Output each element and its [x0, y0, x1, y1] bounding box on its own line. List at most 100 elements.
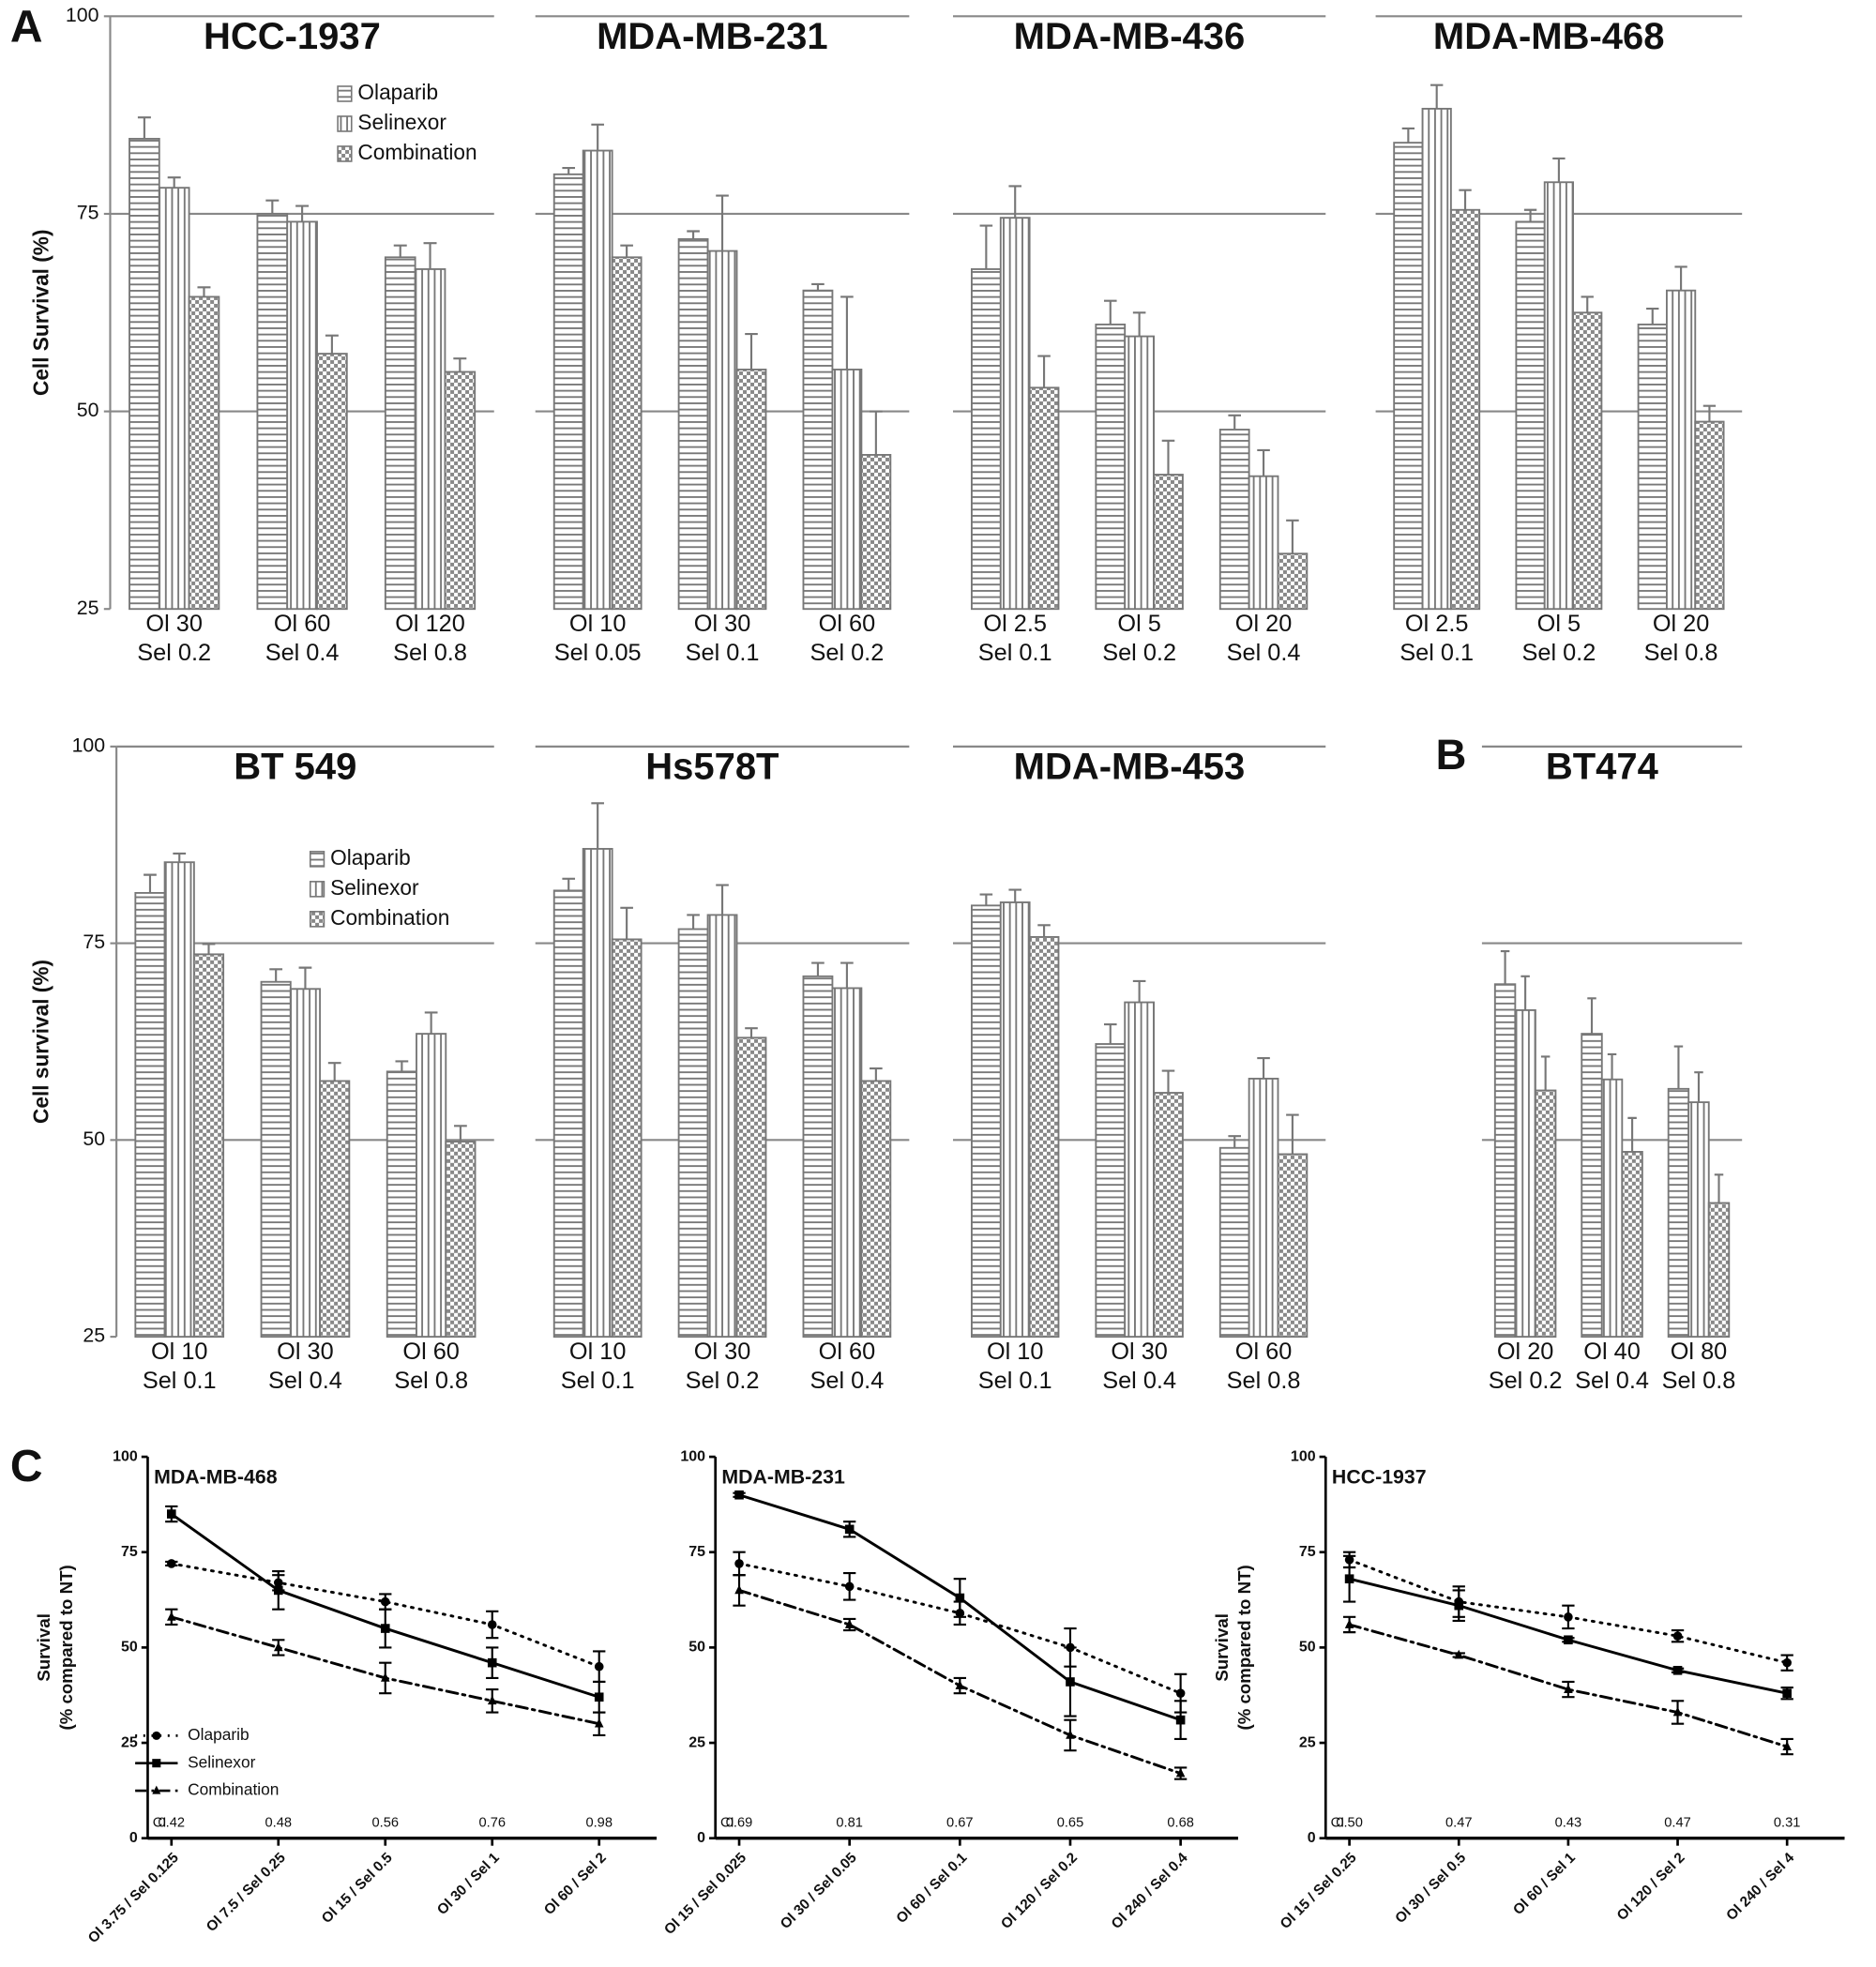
- error-bar: [295, 204, 310, 222]
- bar: [445, 1141, 477, 1339]
- x-tick-label: Ol 30: [145, 611, 203, 637]
- bar: [706, 250, 738, 611]
- marker: [594, 1661, 604, 1672]
- error-bar: [1714, 1173, 1724, 1203]
- bar: [1124, 1001, 1155, 1339]
- bar: [1028, 935, 1060, 1339]
- error-bar: [1523, 208, 1537, 222]
- x-tick-label: Sel 0.1: [978, 640, 1052, 666]
- x-tick-label: Ol 60: [819, 1339, 876, 1365]
- error-bar: [1401, 127, 1415, 144]
- error-bar: [591, 123, 604, 151]
- marker: [166, 1509, 176, 1519]
- error-bar: [811, 961, 825, 976]
- x-tick-label: Ol 20: [1235, 611, 1293, 637]
- x-tick-label: Ol 120: [395, 611, 465, 637]
- error-bar: [840, 295, 854, 370]
- ci-label: CI: [720, 1816, 734, 1831]
- y-tick-label: 75: [688, 1544, 705, 1560]
- bar: [1095, 1043, 1127, 1339]
- bar: [384, 256, 416, 611]
- legend-label: Combination: [330, 905, 449, 930]
- marker: [955, 1680, 965, 1689]
- bar: [1393, 142, 1424, 611]
- legend-swatch: [309, 911, 325, 928]
- x-tick-label: Ol 5: [1117, 611, 1160, 637]
- panel-label: C: [10, 1442, 43, 1491]
- bar: [735, 369, 767, 611]
- legend-swatch: [337, 85, 353, 102]
- y-tick-label: 100: [1291, 1448, 1316, 1464]
- error-bar: [167, 176, 181, 189]
- panel-label: A: [10, 3, 43, 53]
- bar: [1637, 323, 1668, 611]
- x-tick-label: Sel 0.2: [1102, 640, 1176, 666]
- bar: [582, 149, 613, 611]
- marker: [1672, 1706, 1683, 1717]
- legend-label: Olaparib: [357, 80, 438, 104]
- x-tick-label: Sel 0.1: [686, 640, 760, 666]
- bar: [677, 928, 709, 1339]
- legend-swatch: [337, 115, 353, 132]
- error-bar: [562, 877, 576, 891]
- x-tick-label: Ol 40: [1583, 1339, 1641, 1365]
- bar: [831, 987, 863, 1339]
- bar: [1534, 1089, 1557, 1339]
- legend-label: Olaparib: [188, 1725, 249, 1744]
- legend-label: Combination: [188, 1780, 279, 1799]
- marker: [955, 1593, 965, 1603]
- error-bar: [1587, 997, 1596, 1035]
- marker: [844, 1524, 855, 1535]
- bar: [611, 256, 643, 611]
- error-bar: [562, 167, 576, 174]
- x-tick-label: Sel 0.4: [1575, 1368, 1649, 1394]
- error-bar: [1257, 448, 1270, 477]
- marker: [380, 1596, 390, 1607]
- error-bar: [327, 1062, 341, 1082]
- x-tick-label: Ol 2.5: [983, 611, 1047, 637]
- error-bar: [811, 282, 825, 291]
- ci-value: 0.43: [1555, 1816, 1582, 1831]
- ci-value: 0.50: [1336, 1816, 1363, 1831]
- x-tick-label: Sel 0.2: [1489, 1368, 1563, 1394]
- line: [170, 1562, 601, 1669]
- bar: [1277, 552, 1309, 611]
- bar: [256, 213, 289, 611]
- ci-value: 0.47: [1445, 1816, 1473, 1831]
- chart-title: MDA-MB-468: [154, 1465, 278, 1488]
- x-tick-label: Ol 60: [1235, 1339, 1293, 1365]
- bar: [552, 889, 584, 1339]
- error-bar: [1552, 157, 1566, 183]
- bar: [706, 914, 738, 1339]
- marker: [380, 1672, 390, 1682]
- marker: [594, 1692, 604, 1702]
- error-bar: [745, 1027, 758, 1038]
- x-tick-label: Sel 0.2: [809, 640, 884, 666]
- error-bar: [1228, 1135, 1241, 1148]
- y-axis-label: (% compared to NT): [1234, 1565, 1254, 1730]
- bar: [163, 861, 195, 1339]
- x-tick-label: Ol 30: [277, 1339, 334, 1365]
- error-bar: [1646, 308, 1659, 325]
- error-bar: [453, 357, 467, 372]
- chart-title: MDA-MB-468: [1433, 16, 1665, 57]
- marker: [273, 1642, 283, 1652]
- x-tick-label: Sel 0.4: [809, 1368, 884, 1394]
- error-bar: [870, 410, 883, 455]
- bar: [611, 938, 643, 1339]
- error-bar: [1627, 1116, 1637, 1152]
- x-tick-label: Ol 5: [1537, 611, 1581, 637]
- marker: [1672, 1665, 1683, 1675]
- bar: [444, 371, 477, 611]
- error-bar: [1008, 888, 1021, 902]
- marker: [1066, 1677, 1075, 1687]
- error-bar: [1103, 1022, 1117, 1045]
- legend-swatch: [309, 881, 325, 898]
- ci-label: CI: [1331, 1816, 1345, 1831]
- chart-title: HCC-1937: [204, 16, 381, 57]
- bar: [260, 980, 292, 1339]
- marker: [1672, 1631, 1683, 1641]
- bar: [386, 1070, 417, 1339]
- bar: [1665, 289, 1697, 611]
- x-tick-label: Sel 0.4: [265, 640, 340, 666]
